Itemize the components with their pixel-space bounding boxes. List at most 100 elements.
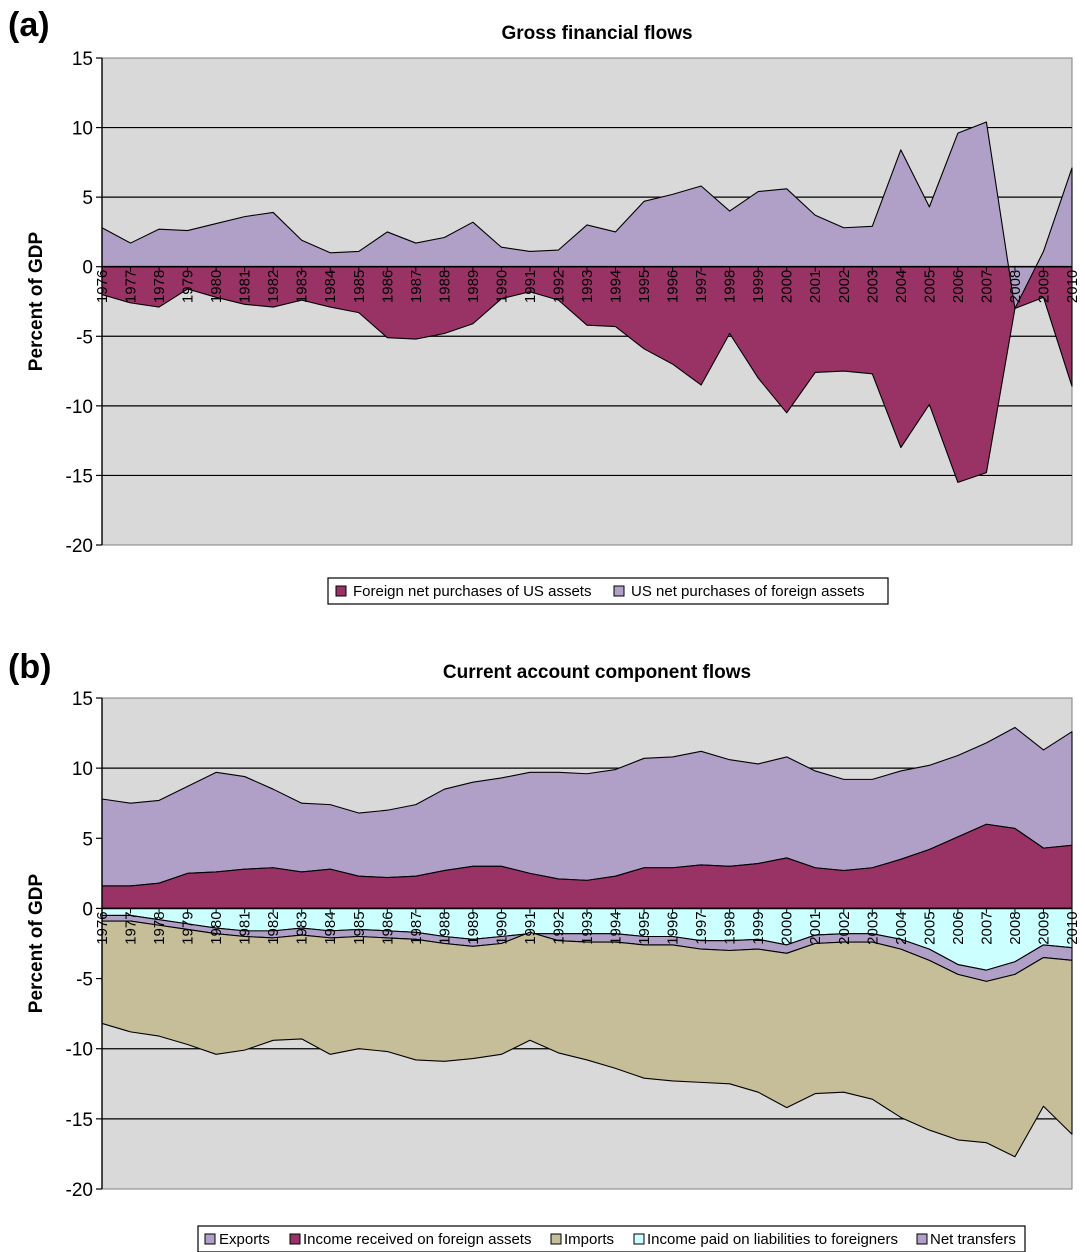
legend-label-income-paid-on-liabilities-to-foreigners: Income paid on liabilities to foreigners bbox=[647, 1231, 898, 1248]
x-tick-label: 1985 bbox=[351, 911, 368, 944]
x-tick-label: 1980 bbox=[208, 270, 225, 303]
y-tick-label: 0 bbox=[82, 258, 93, 279]
y-axis-label: Percent of GDP bbox=[26, 231, 47, 371]
legend-swatch-foreign-net-purchases-of-us-assets bbox=[335, 585, 347, 597]
y-axis-label: Percent of GDP bbox=[26, 873, 47, 1013]
x-tick-label: 1981 bbox=[237, 270, 254, 303]
chart-title: Gross financial flows bbox=[501, 23, 692, 44]
x-tick-label: 1994 bbox=[608, 270, 625, 303]
x-tick-label: 1998 bbox=[722, 911, 739, 944]
x-tick-label: 1999 bbox=[750, 270, 767, 303]
x-tick-label: 1986 bbox=[379, 270, 396, 303]
x-tick-label: 1990 bbox=[493, 270, 510, 303]
x-tick-label: 1982 bbox=[265, 270, 282, 303]
x-tick-label: 1978 bbox=[151, 911, 168, 944]
x-tick-label: 1994 bbox=[608, 911, 625, 944]
x-tick-label: 1983 bbox=[294, 270, 311, 303]
x-tick-label: 1979 bbox=[180, 911, 197, 944]
legend-label-exports: Exports bbox=[219, 1231, 270, 1248]
legend-label-us-net-purchases-of-foreign-assets: US net purchases of foreign assets bbox=[631, 583, 864, 600]
x-tick-label: 2003 bbox=[864, 270, 881, 303]
legend-swatch-income-received-on-foreign-assets bbox=[289, 1233, 301, 1245]
legend-swatch-exports bbox=[204, 1233, 216, 1245]
x-tick-label: 1992 bbox=[550, 911, 567, 944]
legend-swatch-imports bbox=[550, 1233, 562, 1245]
legend-swatch-net-transfers bbox=[916, 1233, 928, 1245]
x-tick-label: 2005 bbox=[921, 270, 938, 303]
x-tick-label: 2007 bbox=[978, 270, 995, 303]
x-tick-label: 2006 bbox=[950, 270, 967, 303]
y-tick-label: -15 bbox=[66, 1110, 93, 1131]
legend-label-net-transfers: Net transfers bbox=[930, 1231, 1016, 1248]
x-tick-label: 2001 bbox=[807, 911, 824, 944]
x-tick-label: 1978 bbox=[151, 270, 168, 303]
legend-box bbox=[197, 1225, 1026, 1252]
x-tick-label: 1997 bbox=[693, 911, 710, 944]
y-tick-label: -20 bbox=[66, 1180, 93, 1201]
panel-label: (a) bbox=[8, 6, 50, 44]
chart-panel-b: 15 10 5 0 -5 -10 -15 -20 1976 1977 1978 1979 1980 198… bbox=[8, 648, 1081, 1252]
x-tick-label: 1979 bbox=[180, 270, 197, 303]
x-tick-label: 2004 bbox=[893, 270, 910, 303]
x-tick-label: 1983 bbox=[294, 911, 311, 944]
x-tick-label: 2008 bbox=[1007, 270, 1024, 303]
x-tick-label: 2009 bbox=[1035, 911, 1052, 944]
x-tick-label: 2002 bbox=[836, 911, 853, 944]
chart-panel-a: 15 10 5 0 -5 -10 -15 -20 1976 1977 1978 1979 1980 198… bbox=[8, 6, 1081, 605]
x-tick-label: 2003 bbox=[864, 911, 881, 944]
x-tick-label: 1987 bbox=[408, 270, 425, 303]
x-tick-label: 2005 bbox=[921, 911, 938, 944]
legend-label-imports: Imports bbox=[564, 1231, 614, 1248]
x-tick-label: 1987 bbox=[408, 911, 425, 944]
x-tick-label: 1982 bbox=[265, 911, 282, 944]
x-tick-label: 2006 bbox=[950, 911, 967, 944]
x-tick-label: 2004 bbox=[893, 911, 910, 944]
y-tick-label: -10 bbox=[66, 1040, 93, 1061]
chart-title: Current account component flows bbox=[443, 662, 751, 683]
x-tick-label: 1977 bbox=[123, 270, 140, 303]
x-tick-label: 2010 bbox=[1064, 911, 1081, 944]
x-tick-label: 1993 bbox=[579, 911, 596, 944]
x-tick-label: 1996 bbox=[665, 911, 682, 944]
x-tick-label: 1988 bbox=[436, 911, 453, 944]
x-tick-label: 1980 bbox=[208, 911, 225, 944]
x-tick-label: 1984 bbox=[322, 911, 339, 944]
x-tick-label: 2000 bbox=[779, 270, 796, 303]
legend: Exports Income received on foreign assets… bbox=[197, 1225, 1026, 1252]
y-tick-label: 15 bbox=[72, 49, 93, 70]
area-imports bbox=[101, 920, 1073, 1158]
x-tick-label: 1993 bbox=[579, 270, 596, 303]
x-tick-label: 2009 bbox=[1035, 270, 1052, 303]
y-tick-label: 0 bbox=[82, 899, 93, 920]
x-tick-label: 2002 bbox=[836, 270, 853, 303]
x-tick-label: 1984 bbox=[322, 270, 339, 303]
y-tick-label: 15 bbox=[72, 689, 93, 710]
x-tick-label: 1988 bbox=[436, 270, 453, 303]
x-tick-label: 1998 bbox=[722, 270, 739, 303]
y-tick-label: -20 bbox=[66, 536, 93, 557]
x-tick-label: 2000 bbox=[779, 911, 796, 944]
legend: Foreign net purchases of US assets US net… bbox=[327, 577, 889, 605]
y-tick-label: -5 bbox=[76, 970, 93, 991]
x-tick-label: 1995 bbox=[636, 911, 653, 944]
x-tick-label: 1986 bbox=[379, 911, 396, 944]
x-tick-label: 2008 bbox=[1007, 911, 1024, 944]
x-tick-label: 1996 bbox=[665, 270, 682, 303]
panel-label: (b) bbox=[8, 648, 51, 686]
x-tick-label: 1989 bbox=[465, 270, 482, 303]
x-tick-label: 1991 bbox=[522, 911, 539, 944]
y-tick-label: -10 bbox=[66, 397, 93, 418]
x-tick-label: 1992 bbox=[550, 270, 567, 303]
y-tick-label: 5 bbox=[82, 188, 93, 209]
legend-swatch-income-paid-on-liabilities-to-foreigners bbox=[633, 1233, 645, 1245]
y-tick-label: 10 bbox=[72, 759, 93, 780]
x-tick-label: 1981 bbox=[237, 911, 254, 944]
y-tick-label: -15 bbox=[66, 466, 93, 487]
x-tick-label: 1990 bbox=[493, 911, 510, 944]
x-tick-label: 1999 bbox=[750, 911, 767, 944]
x-tick-label: 2001 bbox=[807, 270, 824, 303]
legend-box bbox=[327, 577, 889, 605]
x-tick-label: 1989 bbox=[465, 911, 482, 944]
x-tick-label: 1985 bbox=[351, 270, 368, 303]
